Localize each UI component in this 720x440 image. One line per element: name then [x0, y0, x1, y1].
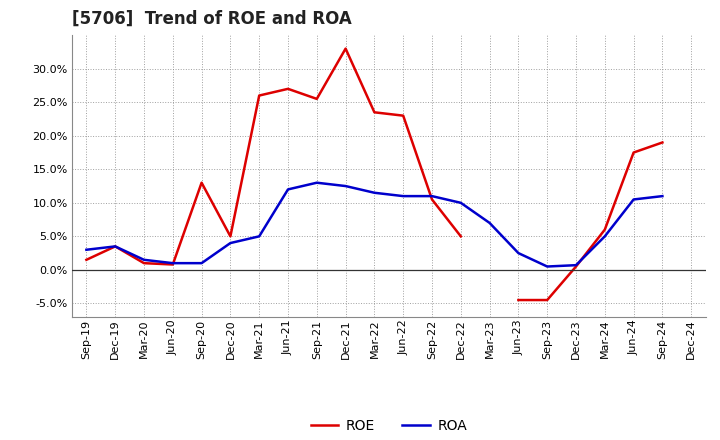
ROA: [629, 197, 638, 202]
ROE: [111, 244, 120, 249]
ROA: [456, 200, 465, 205]
ROA: [168, 260, 177, 266]
ROA: [226, 240, 235, 246]
ROA: [82, 247, 91, 253]
ROE: [399, 113, 408, 118]
ROE: [226, 234, 235, 239]
ROE: [82, 257, 91, 262]
ROA: [284, 187, 292, 192]
ROA: [341, 183, 350, 189]
ROE: [312, 96, 321, 102]
ROA: [111, 244, 120, 249]
ROE: [140, 260, 148, 266]
ROE: [428, 197, 436, 202]
ROE: [255, 93, 264, 98]
ROA: [600, 234, 609, 239]
Legend: ROE, ROA: ROE, ROA: [305, 414, 472, 439]
ROE: [284, 86, 292, 92]
ROE: [168, 262, 177, 267]
ROA: [572, 263, 580, 268]
Line: ROA: ROA: [86, 183, 662, 267]
Line: ROE: ROE: [86, 48, 461, 264]
ROA: [312, 180, 321, 185]
ROA: [514, 250, 523, 256]
ROA: [140, 257, 148, 262]
ROE: [456, 234, 465, 239]
ROA: [428, 194, 436, 199]
Text: [5706]  Trend of ROE and ROA: [5706] Trend of ROE and ROA: [72, 10, 352, 28]
ROA: [197, 260, 206, 266]
ROA: [543, 264, 552, 269]
ROA: [485, 220, 494, 226]
ROA: [255, 234, 264, 239]
ROA: [399, 194, 408, 199]
ROE: [197, 180, 206, 185]
ROA: [658, 194, 667, 199]
ROE: [370, 110, 379, 115]
ROE: [341, 46, 350, 51]
ROA: [370, 190, 379, 195]
